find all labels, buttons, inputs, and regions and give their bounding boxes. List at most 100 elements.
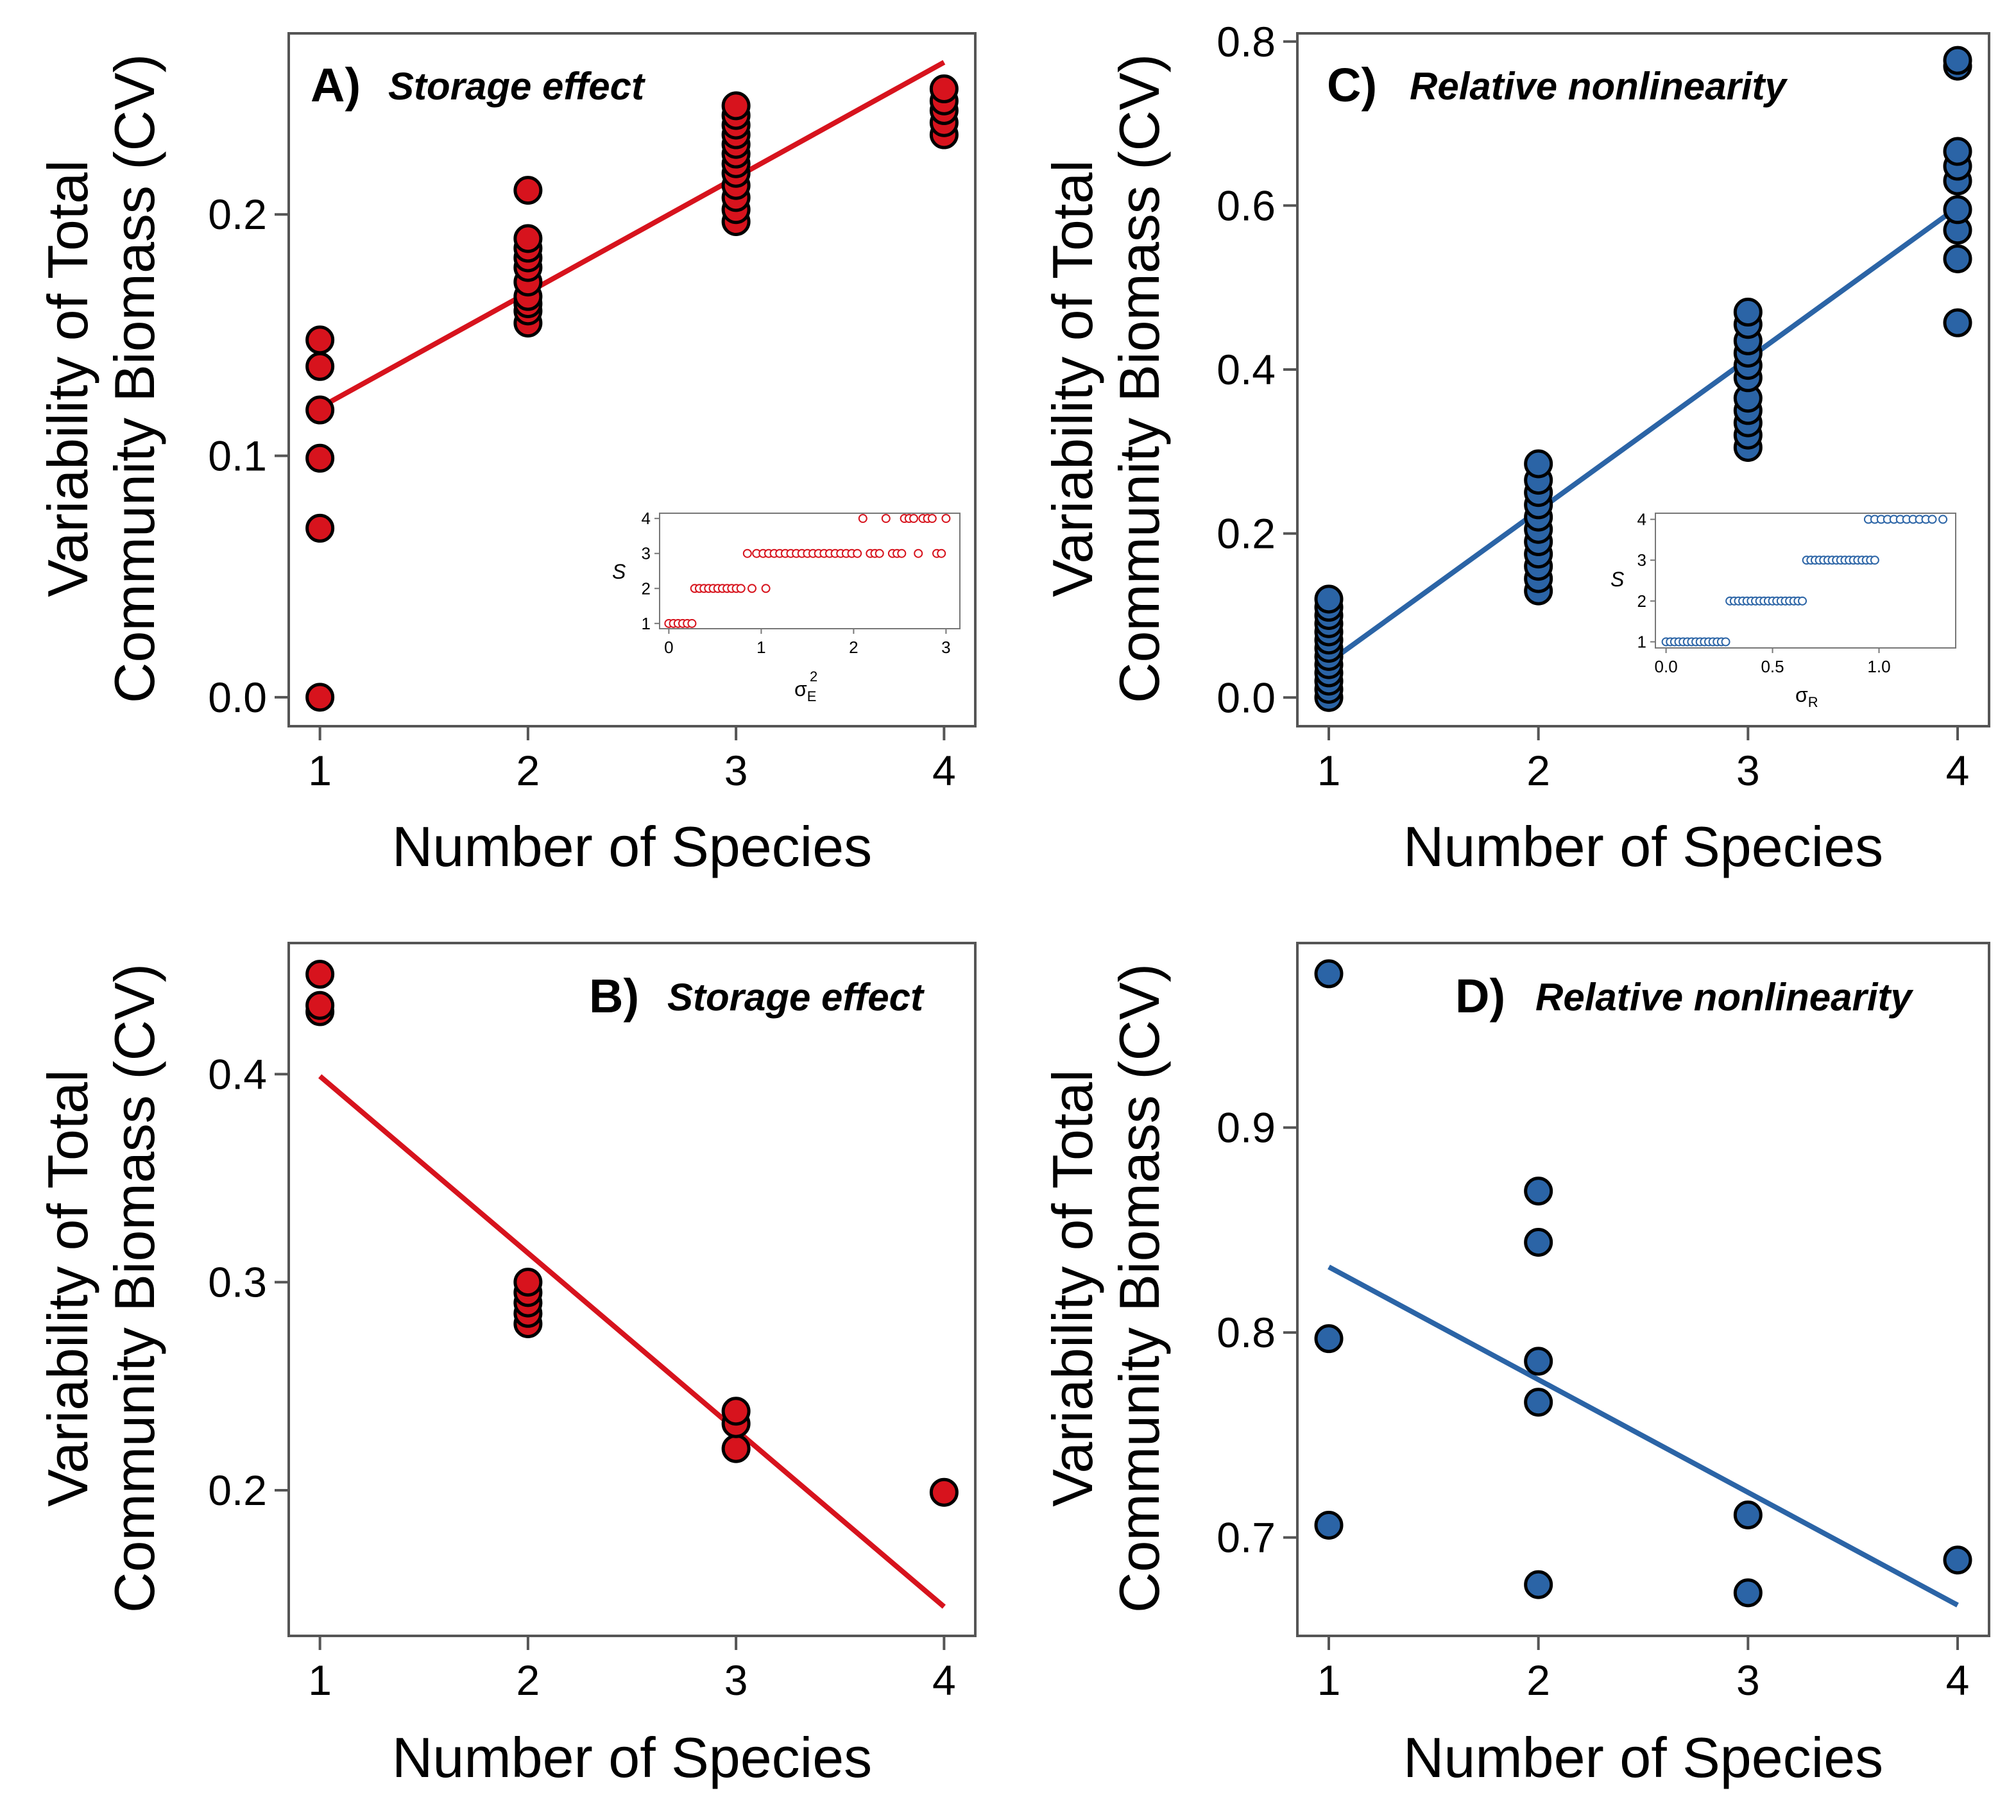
x-tick-label: 1 <box>308 1656 332 1704</box>
inset-x-tick-label: 2 <box>849 638 858 657</box>
data-point <box>1314 1324 1344 1354</box>
x-tick-label: 3 <box>1736 747 1760 794</box>
x-tick-label: 2 <box>1526 747 1550 794</box>
inset-y-tick-label: 3 <box>1637 550 1646 570</box>
inset-x-superscript: 2 <box>810 668 817 685</box>
data-point <box>721 91 751 121</box>
y-tick-label: 0.9 <box>1217 1104 1276 1152</box>
plot-area: 1 2 3 4 0.7 0.8 0.9 <box>1217 959 1972 1704</box>
x-tick-label: 2 <box>1526 1656 1550 1704</box>
data-point <box>513 176 543 205</box>
y-axis-title-line1: Variability of Total <box>36 160 99 597</box>
inset-y-tick-label: 4 <box>642 509 651 528</box>
data-point <box>1733 1500 1763 1529</box>
inset-y-title: S <box>612 560 626 583</box>
data-point <box>1524 1228 1553 1257</box>
inset-y-tick-label: 2 <box>1637 591 1646 611</box>
x-tick-label: 1 <box>308 747 332 794</box>
x-axis-title: Number of Species <box>392 1726 872 1789</box>
data-point <box>305 443 335 473</box>
data-point <box>929 1477 959 1507</box>
data-point <box>305 395 335 425</box>
inset-x-tick-label: 3 <box>941 638 950 657</box>
x-tick-label: 4 <box>1946 747 1970 794</box>
inset-point <box>1870 556 1879 565</box>
inset-x-tick-label: 0 <box>664 638 673 657</box>
x-axis-title: Number of Species <box>392 815 872 878</box>
inset-x-title: σE <box>794 677 816 704</box>
panel-letter: A) <box>311 58 361 112</box>
inset-point <box>761 584 771 593</box>
plot-area: 1 2 3 4 0.0 0.2 0.4 0.6 0.8 <box>1217 18 1972 794</box>
y-axis-title-line2: Community Biomass (CV) <box>1107 54 1171 703</box>
x-tick-label: 3 <box>1736 1656 1760 1704</box>
panel-b: Variability of Total Community Biomass (… <box>36 942 977 1789</box>
fit-line <box>318 60 946 410</box>
inset-point <box>1798 596 1807 606</box>
inset-point <box>853 549 862 558</box>
plot-frame <box>287 32 977 727</box>
inset-point <box>687 618 697 628</box>
inset-x-title: σR <box>1795 683 1818 710</box>
inset-x-subscript: R <box>1808 694 1818 710</box>
y-tick-label: 0.1 <box>208 432 267 480</box>
inset-plot: 0.0 0.5 1.0 1 2 3 4 S σR <box>1610 510 1956 710</box>
y-tick-label: 0.0 <box>1217 674 1276 721</box>
x-tick-label: 2 <box>517 1656 540 1704</box>
data-point <box>1943 1545 1972 1575</box>
panel-a: Variability of Total Community Biomass (… <box>36 32 977 878</box>
data-point <box>1943 137 1972 166</box>
x-tick-label: 4 <box>932 1656 956 1704</box>
data-point <box>305 325 335 355</box>
inset-frame <box>1655 513 1956 649</box>
inset-y-title: S <box>1610 568 1624 591</box>
data-point <box>721 1434 751 1463</box>
fit-line <box>318 1074 946 1609</box>
panel-subtitle: Storage effect <box>667 976 925 1019</box>
x-tick-label: 1 <box>1317 1656 1341 1704</box>
inset-plot-area: 0.0 0.5 1.0 1 2 3 4 <box>1637 510 1948 676</box>
inset-point <box>1721 637 1730 647</box>
data-point <box>1943 46 1972 75</box>
panel-subtitle: Relative nonlinearity <box>1535 976 1913 1019</box>
y-tick-label: 0.6 <box>1217 182 1276 229</box>
y-axis-title-line1: Variability of Total <box>1041 1069 1104 1507</box>
inset-point <box>1938 515 1948 524</box>
data-point <box>1943 195 1972 225</box>
inset-point <box>747 584 756 593</box>
inset-y-tick-label: 1 <box>1637 632 1646 651</box>
panel-subtitle: Relative nonlinearity <box>1410 65 1788 108</box>
x-axis-title: Number of Species <box>1403 1726 1883 1789</box>
data-point <box>1733 1578 1763 1608</box>
data-point <box>305 352 335 381</box>
data-point <box>305 683 335 712</box>
inset-x-symbol: σ <box>1795 683 1808 706</box>
y-tick-label: 0.2 <box>208 191 267 238</box>
plot-frame <box>1296 942 1990 1637</box>
inset-point <box>937 549 946 558</box>
data-point <box>929 74 959 104</box>
inset-x-subscript: E <box>807 688 817 704</box>
data-point <box>721 1397 751 1426</box>
data-point <box>513 224 543 253</box>
data-point <box>1314 959 1344 989</box>
y-tick-label: 0.2 <box>208 1467 267 1514</box>
panel-letter: D) <box>1455 969 1505 1023</box>
inset-point <box>881 514 891 523</box>
panel-subtitle: Storage effect <box>388 65 646 108</box>
data-point <box>305 960 335 989</box>
data-point <box>1943 308 1972 337</box>
inset-x-tick-label: 1 <box>756 638 765 657</box>
inset-point <box>875 549 884 558</box>
data-point <box>1733 298 1763 327</box>
y-tick-label: 0.4 <box>208 1050 267 1098</box>
y-tick-label: 0.8 <box>1217 1309 1276 1356</box>
inset-point <box>941 514 951 523</box>
inset-point <box>927 514 937 523</box>
x-tick-label: 1 <box>1317 747 1341 794</box>
inset-x-symbol: σ <box>794 677 807 701</box>
fit-line <box>1327 205 1960 665</box>
inset-point <box>909 514 918 523</box>
